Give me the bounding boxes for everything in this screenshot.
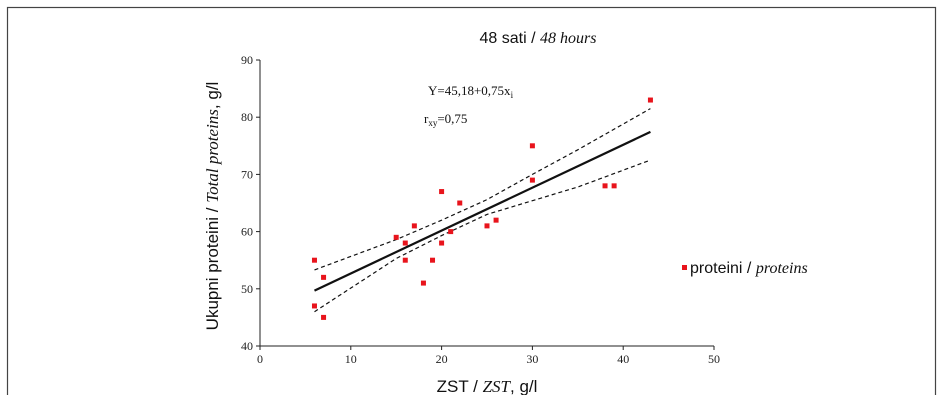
y-tick-label: 90: [241, 53, 253, 67]
data-point: [311, 257, 317, 263]
legend: proteini / proteins: [682, 260, 808, 277]
y-axis: 40 50 60 70 80 90: [241, 53, 261, 353]
y-tick-label: 60: [241, 225, 253, 239]
x-tick-label: 10: [345, 352, 357, 366]
data-point: [393, 234, 399, 240]
data-point: [647, 97, 653, 103]
confidence-band-lower: [314, 159, 651, 313]
y-axis-label-unit: , g/l: [203, 82, 222, 109]
data-point: [611, 183, 617, 189]
y-axis-label-italic: Total proteins: [203, 109, 222, 203]
regression-line: [314, 130, 651, 292]
y-tick-label: 70: [241, 167, 253, 181]
data-point: [321, 274, 327, 280]
x-axis-label-plain: ZST /: [437, 377, 483, 395]
data-point: [411, 223, 417, 229]
correlation-coefficient: rxy=0,75: [424, 111, 467, 128]
data-point: [484, 223, 490, 229]
data-point: [529, 177, 535, 183]
data-points: [311, 97, 653, 320]
y-tick-label: 80: [241, 110, 253, 124]
x-axis-ticks: 0 10 20 30 40 50: [257, 346, 720, 366]
chart-title-italic: 48 hours: [540, 30, 596, 47]
x-axis: 0 10 20 30 40 50: [257, 345, 720, 366]
x-tick-label: 30: [526, 352, 538, 366]
y-tick-label: 40: [241, 339, 253, 353]
legend-label-italic: proteins: [755, 260, 808, 277]
data-point: [602, 183, 608, 189]
x-tick-label: 50: [708, 352, 720, 366]
regression-equation-text: Y=45,18+0,75x: [428, 83, 511, 98]
data-point: [321, 314, 327, 320]
y-tick-label: 50: [241, 282, 253, 296]
confidence-band-upper: [314, 108, 651, 271]
chart-frame: [6, 6, 937, 395]
data-point: [420, 280, 426, 286]
regression-equation: Y=45,18+0,75xi: [428, 83, 514, 100]
y-axis-label: Ukupni proteini / Total proteins, g/l: [203, 82, 222, 331]
correlation-value: =0,75: [437, 111, 467, 126]
legend-label: proteini / proteins: [690, 260, 808, 277]
data-point: [402, 240, 408, 246]
legend-label-plain: proteini /: [690, 260, 756, 277]
data-point: [439, 240, 445, 246]
x-axis-label-unit: , g/l: [510, 377, 537, 395]
correlation-symbol: r: [424, 111, 429, 126]
data-point: [402, 257, 408, 263]
data-point: [448, 229, 454, 235]
y-axis-ticks: 40 50 60 70 80 90: [241, 53, 260, 353]
data-point: [493, 217, 499, 223]
chart-title-plain: 48 sati /: [480, 30, 540, 47]
x-tick-label: 0: [257, 352, 263, 366]
legend-marker: [682, 265, 687, 270]
data-point: [311, 303, 317, 309]
data-point: [439, 189, 445, 195]
x-tick-label: 20: [436, 352, 448, 366]
chart-title: 48 sati / 48 hours: [480, 30, 597, 47]
data-point: [430, 257, 436, 263]
y-axis-label-plain: Ukupni proteini /: [203, 203, 222, 331]
data-point: [529, 143, 535, 149]
x-axis-label: ZST / ZST, g/l: [437, 377, 538, 395]
data-point: [457, 200, 463, 206]
regression-equation-subscript: i: [511, 90, 514, 100]
correlation-subscript: xy: [428, 118, 438, 128]
x-axis-label-italic: ZST: [483, 377, 512, 395]
x-tick-label: 40: [617, 352, 629, 366]
